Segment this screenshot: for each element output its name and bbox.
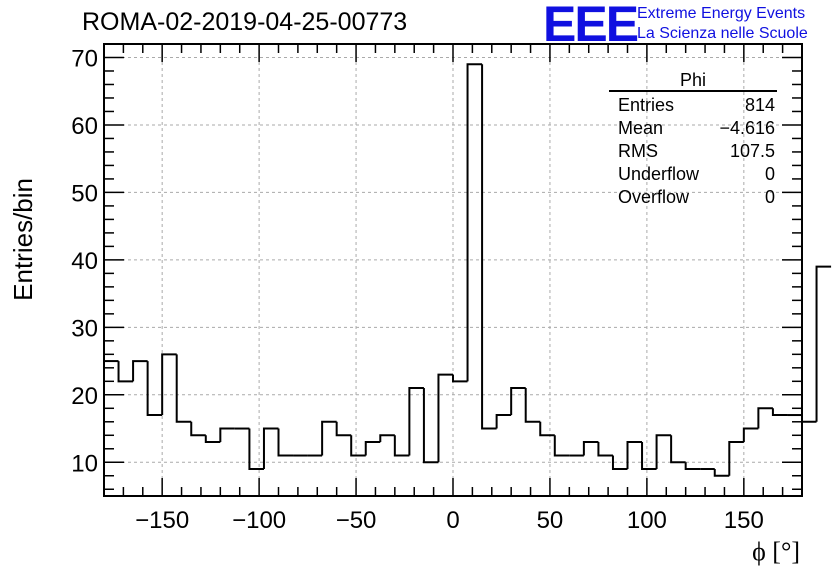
y-tick-label: 60 xyxy=(71,113,98,140)
y-tick-label: 40 xyxy=(71,248,98,275)
histogram-bars xyxy=(104,63,832,477)
histogram-bin xyxy=(728,441,744,476)
histogram-bin xyxy=(553,435,570,457)
histogram-bin xyxy=(350,435,366,457)
x-tick-labels: −150 −100 −50 0 50 100 150 xyxy=(135,507,764,534)
histogram-bin xyxy=(757,407,773,429)
histogram-bin xyxy=(321,420,337,456)
x-axis-label: ϕ [°] xyxy=(752,537,800,566)
histogram-bin xyxy=(611,455,628,471)
y-tick-labels: 10 20 30 40 50 60 70 xyxy=(71,45,98,477)
histogram-bin xyxy=(713,469,730,477)
stats-row-mean: Mean −4.616 xyxy=(609,117,777,140)
histogram-bin xyxy=(582,441,599,456)
histogram-bin xyxy=(771,408,788,417)
histogram-bin xyxy=(408,387,424,456)
histogram-bin xyxy=(539,421,555,437)
eee-logo-caption: Extreme Energy Events La Scienza nelle S… xyxy=(637,4,808,44)
histogram-bin xyxy=(190,421,206,437)
stats-value: 814 xyxy=(744,95,775,115)
y-tick-label: 50 xyxy=(71,180,98,207)
y-tick-label: 20 xyxy=(71,383,98,410)
histogram-bin xyxy=(335,421,352,437)
stats-value: 107.5 xyxy=(729,141,775,161)
eee-logo: EEE xyxy=(543,0,639,52)
histogram-bin xyxy=(422,388,439,464)
histogram-bin xyxy=(626,441,643,470)
histogram-bin xyxy=(379,434,395,443)
histogram-bin xyxy=(146,361,163,417)
histogram-bin xyxy=(248,428,264,471)
stats-value: 0 xyxy=(764,164,775,184)
stats-box: Phi Entries 814 Mean −4.616 RMS 107.5 Un… xyxy=(609,70,777,209)
histogram-bin xyxy=(524,388,541,423)
histogram-bin xyxy=(597,442,613,457)
y-tick-label: 70 xyxy=(71,45,98,72)
stats-row-overflow: Overflow 0 xyxy=(609,186,777,209)
histogram-bin xyxy=(801,415,817,423)
x-tick-label: −150 xyxy=(135,507,189,534)
histogram-bin xyxy=(495,414,512,429)
histogram-bin xyxy=(510,387,526,416)
chart-title: ROMA-02-2019-04-25-00773 xyxy=(82,8,408,36)
plot-frame xyxy=(103,43,803,497)
histogram-bin xyxy=(466,63,483,382)
histogram-bin xyxy=(641,442,657,471)
x-tick-label: 150 xyxy=(724,507,764,534)
stats-label: Overflow xyxy=(618,187,690,207)
y-axis-label: Entries/bin xyxy=(8,178,38,301)
stats-label: Underflow xyxy=(618,164,700,184)
histogram-bin xyxy=(132,360,148,382)
stats-row-entries: Entries 814 xyxy=(609,94,777,117)
stats-box-title: Phi xyxy=(609,70,777,92)
histogram-bin xyxy=(219,427,235,443)
logo-caption-line2: La Scienza nelle Scuole xyxy=(637,25,808,42)
y-tick-label: 30 xyxy=(71,315,98,342)
histogram-bin xyxy=(742,427,759,443)
histogram-bin xyxy=(277,428,294,457)
stats-row-rms: RMS 107.5 xyxy=(609,140,777,163)
stats-value: 0 xyxy=(764,187,775,207)
histogram-bin xyxy=(452,374,468,383)
histogram-bin xyxy=(161,353,177,416)
histogram-bin xyxy=(815,265,832,422)
stats-label: Mean xyxy=(618,118,664,138)
logo-caption-line1: Extreme Energy Events xyxy=(637,5,806,22)
histogram-bin xyxy=(670,435,686,464)
stats-label: RMS xyxy=(618,141,658,161)
y-tick-label: 10 xyxy=(71,450,98,477)
x-tick-label: −50 xyxy=(336,507,377,534)
histogram-bin xyxy=(175,354,192,423)
histogram-bin xyxy=(204,435,221,444)
stats-value: −4.616 xyxy=(719,118,775,138)
x-tick-label: 100 xyxy=(627,507,667,534)
histogram-bin xyxy=(364,441,381,456)
histogram-bin xyxy=(655,434,672,470)
x-tick-label: 50 xyxy=(537,507,564,534)
histogram-bin xyxy=(437,373,453,463)
x-tick-label: 0 xyxy=(446,507,459,534)
histogram-bin xyxy=(262,427,279,470)
histogram-bin xyxy=(481,64,497,430)
histogram-bin xyxy=(393,435,410,457)
x-tick-label: −100 xyxy=(232,507,286,534)
histogram-bin xyxy=(117,361,134,383)
stats-label: Entries xyxy=(618,95,675,115)
stats-row-underflow: Underflow 0 xyxy=(609,163,777,186)
histogram-bin xyxy=(684,462,701,471)
